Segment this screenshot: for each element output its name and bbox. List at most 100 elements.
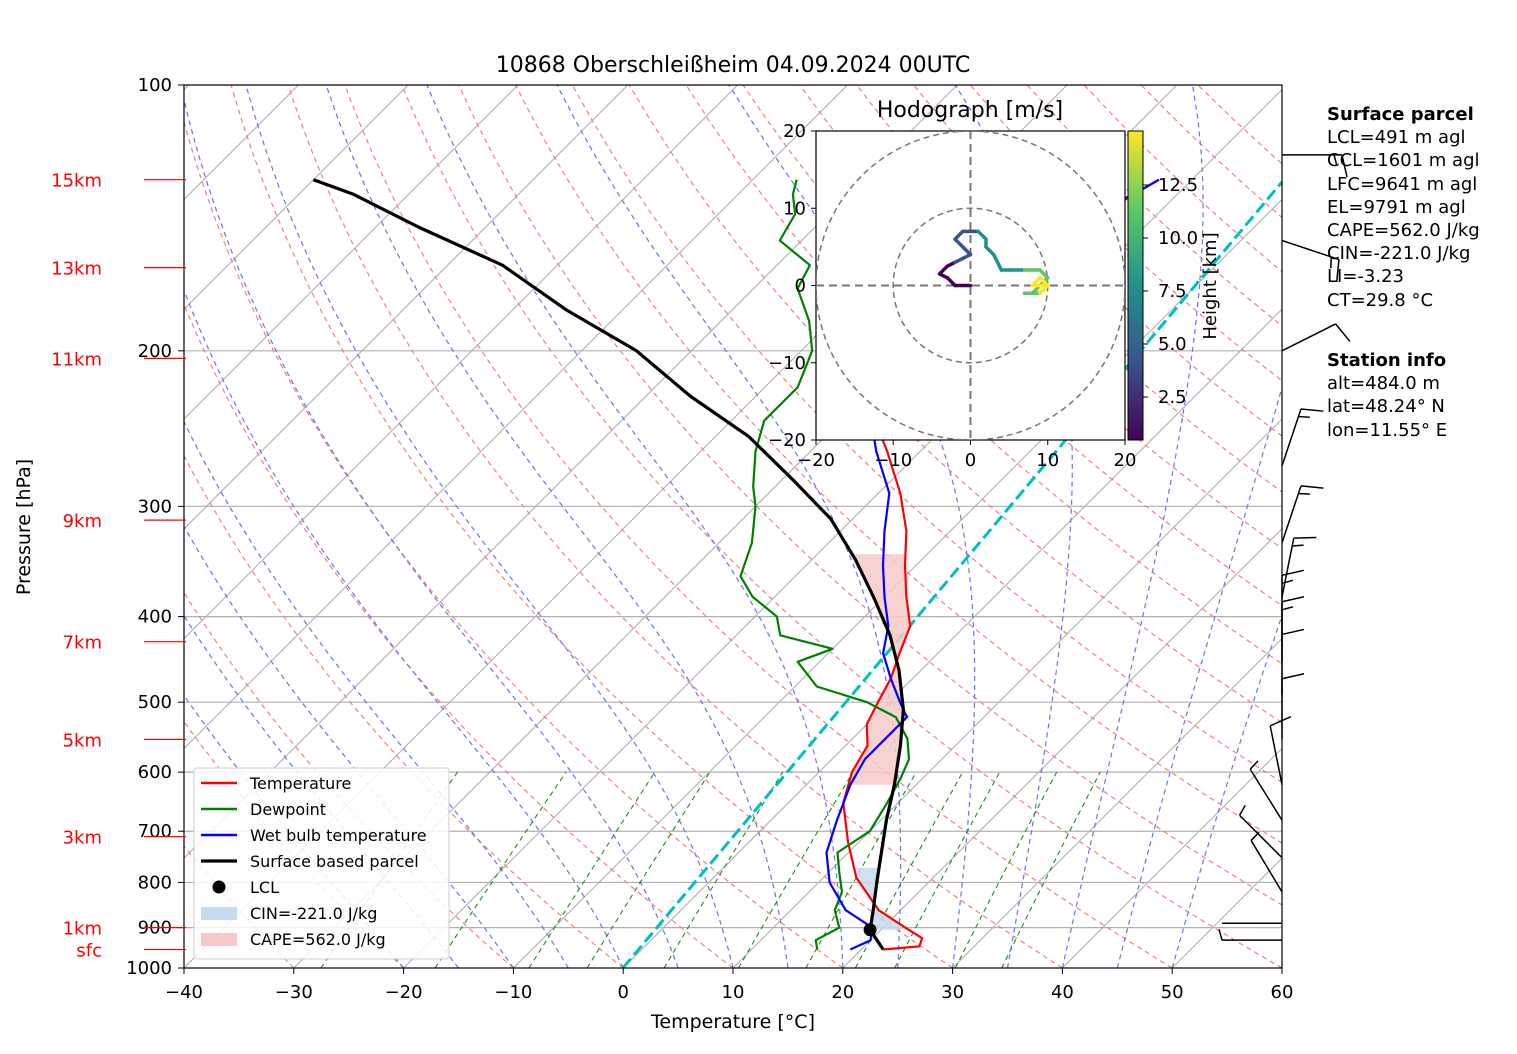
hodograph-trace <box>991 252 1004 272</box>
wind-barb-half <box>1249 760 1259 770</box>
height-label: 9km <box>63 511 102 532</box>
moist-adiabat <box>1171 613 1282 968</box>
x-tick-label: 0 <box>617 982 628 1003</box>
wind-barb-half <box>1281 579 1294 585</box>
legend-label-wetbulb: Wet bulb temperature <box>250 826 427 845</box>
moist-adiabat <box>245 85 734 968</box>
surface-parcel-heading: Surface parcel <box>1327 104 1474 125</box>
isotherm-gridline <box>184 85 409 310</box>
wind-barb <box>1249 768 1283 821</box>
colorbar-tick-label: 2.5 <box>1158 387 1187 408</box>
wind-barb-flag <box>1281 596 1305 603</box>
lcl-marker <box>863 923 877 937</box>
mixing-ratio-line <box>586 771 711 968</box>
wind-barb-half <box>1250 831 1260 841</box>
hodograph-trace <box>984 245 996 257</box>
height-label: 15km <box>51 171 102 192</box>
y-tick-label: 600 <box>138 762 172 783</box>
moist-adiabat <box>1061 85 1204 968</box>
dry-adiabat <box>458 85 1282 906</box>
station-info-line: lon=11.55° E <box>1327 419 1448 441</box>
mixing-ratio-line <box>1001 771 1101 968</box>
wind-barb-flag <box>1341 154 1348 178</box>
isotherm-gridline <box>184 85 629 530</box>
isotherm-gridline <box>184 85 519 420</box>
mixing-ratio-line <box>894 771 1001 968</box>
dry-adiabat <box>514 85 1282 844</box>
legend-box <box>193 767 450 960</box>
x-tick-label: 50 <box>1161 982 1184 1003</box>
legend-swatch-cin <box>201 907 237 920</box>
colorbar <box>1127 130 1144 441</box>
station-info: Station info alt=484.0 m lat=48.24° N lo… <box>1327 349 1447 442</box>
y-tick-label: 400 <box>138 607 172 628</box>
hodograph-plot <box>816 131 1125 440</box>
parcel-line <box>312 178 906 951</box>
legend-label-dewpoint: Dewpoint <box>250 800 326 819</box>
wind-barb-half <box>1298 415 1310 418</box>
isotherm-gridline <box>732 418 1282 968</box>
surface-parcel-line: CIN=-221.0 J/kg <box>1327 243 1471 265</box>
y-tick-label: 200 <box>138 341 172 362</box>
y-tick-label: 1000 <box>126 958 172 979</box>
hodograph-y-tick-label: 0 <box>795 276 806 297</box>
moist-adiabat <box>954 85 1073 968</box>
wind-barb-half <box>1333 154 1338 167</box>
wind-barb <box>1250 840 1283 893</box>
mixing-ratio-line <box>663 771 784 968</box>
isotherm-gridline <box>1062 747 1282 968</box>
dry-adiabat <box>230 85 953 968</box>
hodograph-x-tick-label: −20 <box>797 450 835 471</box>
dry-adiabat <box>287 85 1063 968</box>
station-info-heading: Station info <box>1327 350 1447 371</box>
dry-adiabat <box>184 120 844 968</box>
legend-label-cin: CIN=-221.0 J/kg <box>250 904 377 923</box>
wind-barb-flag <box>1269 715 1292 727</box>
isotherm-gridline <box>842 528 1282 968</box>
surface-parcel-line: CCL=1601 m agl <box>1327 150 1480 172</box>
wind-barb-flag <box>1300 485 1324 489</box>
legend-label-cape: CAPE=562.0 J/kg <box>250 930 386 949</box>
chart-title: 10868 Oberschleißheim 04.09.2024 00UTC <box>496 53 971 78</box>
legend-label-lcl: LCL <box>250 878 279 897</box>
hodograph-y-tick-label: −20 <box>768 430 806 451</box>
dry-adiabat <box>184 302 734 968</box>
x-tick-label: 10 <box>722 982 745 1003</box>
wind-barb-half <box>1281 606 1294 611</box>
wind-barb-half <box>1329 256 1333 269</box>
mixing-ratio-line <box>528 771 656 968</box>
legend-label-parcel: Surface based parcel <box>250 852 419 871</box>
surface-parcel-line: LFC=9641 m agl <box>1327 173 1478 195</box>
hodograph-x-tick-label: −10 <box>874 450 912 471</box>
height-label: 11km <box>51 349 102 370</box>
x-axis-label: Temperature [°C] <box>650 1011 815 1033</box>
surface-parcel-line: LCL=491 m agl <box>1327 127 1466 149</box>
hodograph-trace <box>953 237 965 249</box>
moist-adiabat <box>325 85 789 968</box>
station-info-line: lat=48.24° N <box>1327 396 1445 418</box>
hodograph-trace <box>937 264 950 276</box>
y-tick-label: 700 <box>138 821 172 842</box>
wind-barb-flag <box>1281 569 1305 577</box>
x-tick-label: 20 <box>831 982 854 1003</box>
hodograph-y-tick-label: 10 <box>783 198 806 219</box>
mixing-ratio-line <box>434 771 567 968</box>
hodograph-trace <box>961 245 973 257</box>
y-tick-label: 100 <box>138 75 172 96</box>
isotherm-gridline <box>184 85 848 750</box>
isotherm-gridline <box>513 198 1282 968</box>
y-axis-label: Pressure [hPa] <box>13 459 35 595</box>
wind-barb <box>1281 408 1302 467</box>
surface-parcel-info: Surface parcel LCL=491 m agl CCL=1601 m … <box>1327 103 1480 312</box>
isotherm-gridline <box>952 637 1282 968</box>
hodograph-trace <box>976 229 988 241</box>
wind-barb <box>1239 814 1283 859</box>
wind-barb <box>1281 485 1302 544</box>
wind-barb-half <box>1218 928 1223 941</box>
x-tick-label: 40 <box>1051 982 1074 1003</box>
dry-adiabat <box>184 454 624 968</box>
hodograph-trace <box>1038 283 1050 295</box>
colorbar-label: Height [km] <box>1200 232 1221 339</box>
moist-adiabat <box>184 288 624 968</box>
